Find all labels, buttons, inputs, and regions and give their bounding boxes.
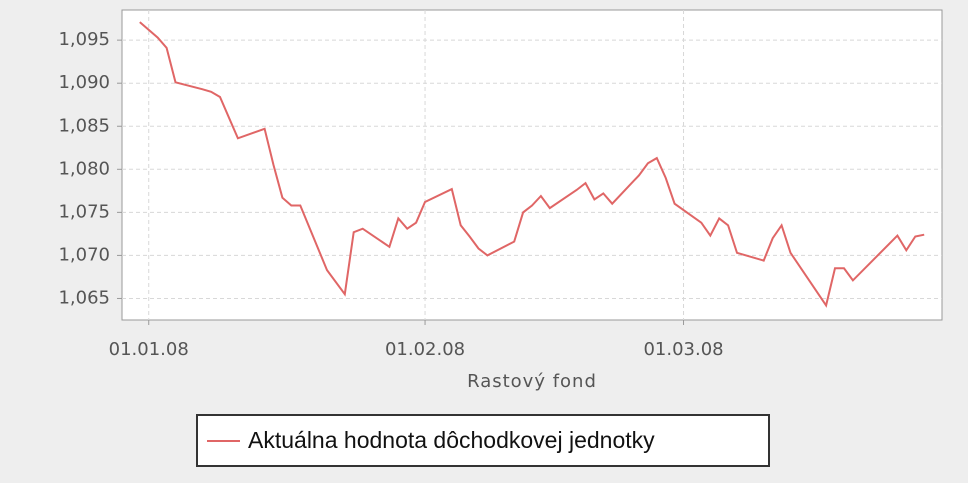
y-tick-label: 1,080	[58, 158, 110, 179]
x-tick-label: 01.02.08	[385, 339, 465, 360]
y-tick-label: 1,085	[58, 115, 110, 136]
y-tick-label: 1,070	[58, 244, 110, 265]
legend-label: Aktuálna hodnota dôchodkovej jednotky	[248, 427, 655, 453]
data-line	[139, 21, 925, 308]
legend	[196, 414, 770, 467]
y-tick-label: 1,090	[58, 72, 110, 93]
plot-area	[121, 9, 943, 321]
x-tick-label: 01.01.08	[109, 339, 189, 360]
y-tick-label: 1,075	[58, 201, 110, 222]
x-axis-label: Rastový fond	[467, 371, 597, 392]
y-tick-label: 1,065	[58, 287, 110, 308]
x-tick-label: 01.03.08	[643, 339, 723, 360]
y-tick-label: 1,095	[58, 29, 110, 50]
